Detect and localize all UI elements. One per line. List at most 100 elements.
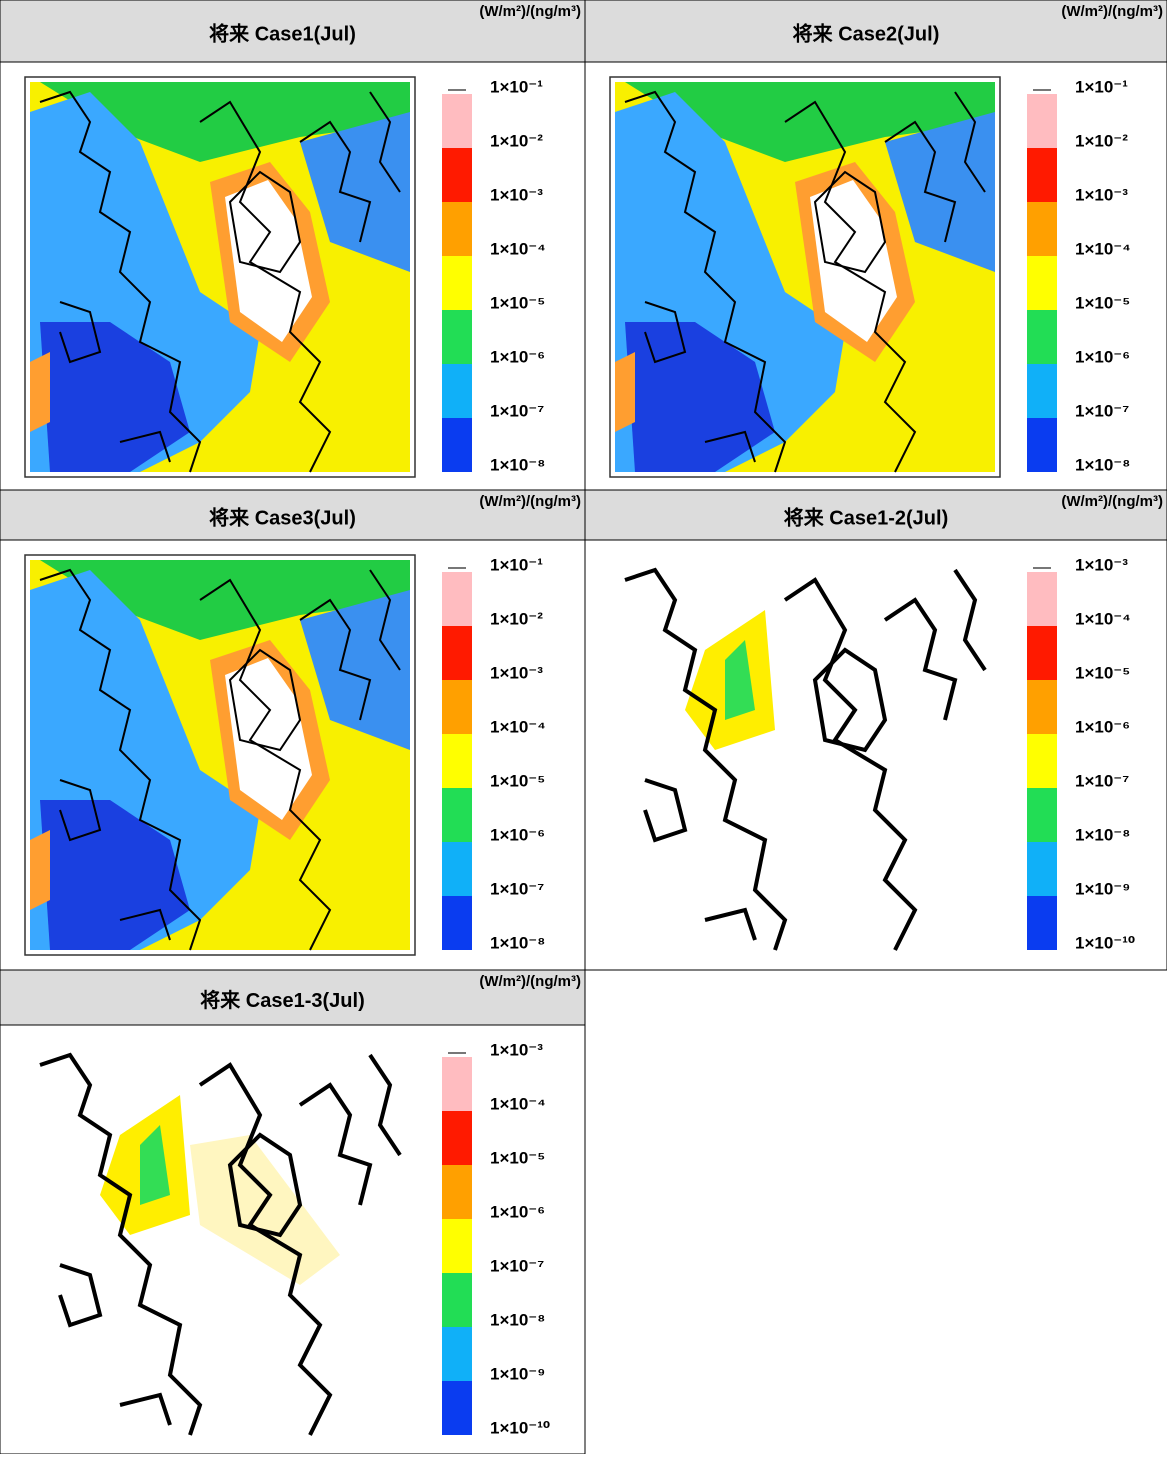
legend-label: 1×10⁻⁹ xyxy=(1075,879,1130,898)
coastline xyxy=(954,91,986,193)
legend-label: 1×10⁻⁸ xyxy=(490,933,545,952)
panel-title: 将来 Case1-2(Jul) xyxy=(784,505,949,529)
legend-swatch xyxy=(442,202,472,256)
coastline xyxy=(783,577,918,951)
legend-swatch xyxy=(442,310,472,364)
coastline xyxy=(39,568,202,951)
legend-label: 1×10⁻⁵ xyxy=(490,1148,545,1167)
map-area xyxy=(225,658,312,820)
legend-swatch xyxy=(1027,256,1057,310)
coastline xyxy=(227,1132,303,1238)
coastline xyxy=(883,597,958,721)
legend-label: 1×10⁻⁴ xyxy=(490,717,546,736)
coastline xyxy=(884,120,957,243)
legend-swatch xyxy=(1027,310,1057,364)
legend-swatch xyxy=(1027,572,1057,626)
legend-swatch xyxy=(442,1219,472,1273)
map: 1×10⁻³ 1×10⁻⁴ 1×10⁻⁵ 1×10⁻⁶ 1×10⁻⁷ 1×10⁻⁸ 1×10… xyxy=(39,1040,550,1437)
coastline xyxy=(39,1052,203,1436)
legend-label: 1×10⁻⁵ xyxy=(1075,663,1130,682)
legend-label: 1×10⁻³ xyxy=(490,1040,543,1059)
legend-label: 1×10⁻³ xyxy=(490,185,543,204)
legend-label: 1×10⁻⁹ xyxy=(490,1364,545,1383)
legend-swatch xyxy=(442,364,472,418)
legend-label: 1×10⁻⁵ xyxy=(490,293,545,312)
legend-label: 1×10⁻⁴ xyxy=(490,239,546,258)
unit-label: (W/m²)/(ng/m³) xyxy=(1061,493,1163,510)
map-area xyxy=(725,640,755,720)
map-area xyxy=(40,560,410,640)
legend-label: 1×10⁻⁸ xyxy=(490,1310,545,1329)
legend-label: 1×10⁻⁶ xyxy=(1075,347,1130,366)
legend-label: 1×10⁻⁷ xyxy=(490,1256,544,1275)
map-area xyxy=(140,1125,170,1205)
map-area xyxy=(40,82,410,162)
map-frame xyxy=(24,76,416,478)
legend-swatch xyxy=(442,148,472,202)
legend-swatch xyxy=(442,1381,472,1435)
coastline xyxy=(813,170,887,274)
legend-swatch xyxy=(442,1165,472,1219)
coastline xyxy=(704,907,757,941)
legend-label: 1×10⁻³ xyxy=(1075,185,1128,204)
panel-title: 将来 Case1-3(Jul) xyxy=(200,988,365,1012)
legend-swatch xyxy=(442,734,472,788)
legend-swatch xyxy=(442,842,472,896)
header-cell xyxy=(0,489,586,541)
coastline xyxy=(199,100,332,473)
legend-label: 1×10⁻² xyxy=(490,609,543,628)
panel-title: 将来 Case3(Jul) xyxy=(209,505,356,529)
legend-label: 1×10⁻⁸ xyxy=(490,455,545,474)
coastline xyxy=(369,569,401,671)
legend-label: 1×10⁻¹ xyxy=(490,77,543,96)
coastline xyxy=(59,779,102,842)
header-cell xyxy=(584,489,1167,541)
coastline xyxy=(228,648,302,752)
legend-swatch xyxy=(1027,680,1057,734)
coastline xyxy=(119,430,171,463)
map-area xyxy=(190,1135,340,1285)
legend-label: 1×10⁻⁸ xyxy=(1075,455,1130,474)
coastline xyxy=(228,170,302,274)
legend-swatch xyxy=(1027,842,1057,896)
coastline xyxy=(119,908,171,941)
unit-label: (W/m²)/(ng/m³) xyxy=(1061,3,1163,20)
coastline xyxy=(644,301,687,364)
legend-label: 1×10⁻¹⁰ xyxy=(490,1418,550,1437)
map: 1×10⁻¹ 1×10⁻² 1×10⁻³ 1×10⁻⁴ 1×10⁻⁵ 1×10⁻⁶ 1×10… xyxy=(24,554,546,956)
legend-label: 1×10⁻⁵ xyxy=(1075,293,1130,312)
coastline xyxy=(198,1062,333,1436)
unit-label: (W/m²)/(ng/m³) xyxy=(479,973,581,990)
coastline xyxy=(368,1053,402,1157)
legend-label: 1×10⁻⁸ xyxy=(1075,825,1130,844)
header-cell xyxy=(0,0,586,63)
panel-title: 将来 Case1(Jul) xyxy=(209,21,356,45)
legend-swatch xyxy=(1027,788,1057,842)
legend-swatch xyxy=(1027,734,1057,788)
legend-swatch xyxy=(442,1273,472,1327)
header-cell xyxy=(0,969,586,1026)
map-area xyxy=(30,352,50,432)
legend-swatch xyxy=(442,1057,472,1111)
legend-label: 1×10⁻⁴ xyxy=(490,1094,546,1113)
coastline xyxy=(299,120,372,243)
legend-swatch xyxy=(1027,364,1057,418)
legend-label: 1×10⁻³ xyxy=(490,663,543,682)
map-area xyxy=(810,180,897,342)
legend-swatch xyxy=(442,1327,472,1381)
map-frame xyxy=(24,554,416,956)
legend-swatch xyxy=(442,418,472,472)
legend-label: 1×10⁻⁴ xyxy=(1075,609,1131,628)
legend-label: 1×10⁻⁷ xyxy=(1075,771,1129,790)
coastline xyxy=(953,568,987,672)
coastline xyxy=(59,301,102,364)
legend-label: 1×10⁻¹ xyxy=(1075,77,1128,96)
legend-label: 1×10⁻¹⁰ xyxy=(1075,933,1135,952)
map-area xyxy=(30,830,50,910)
map-area xyxy=(225,180,312,342)
coastline xyxy=(58,1263,103,1328)
coastline xyxy=(624,567,788,951)
legend-label: 1×10⁻⁵ xyxy=(490,771,545,790)
coastline xyxy=(369,91,401,193)
